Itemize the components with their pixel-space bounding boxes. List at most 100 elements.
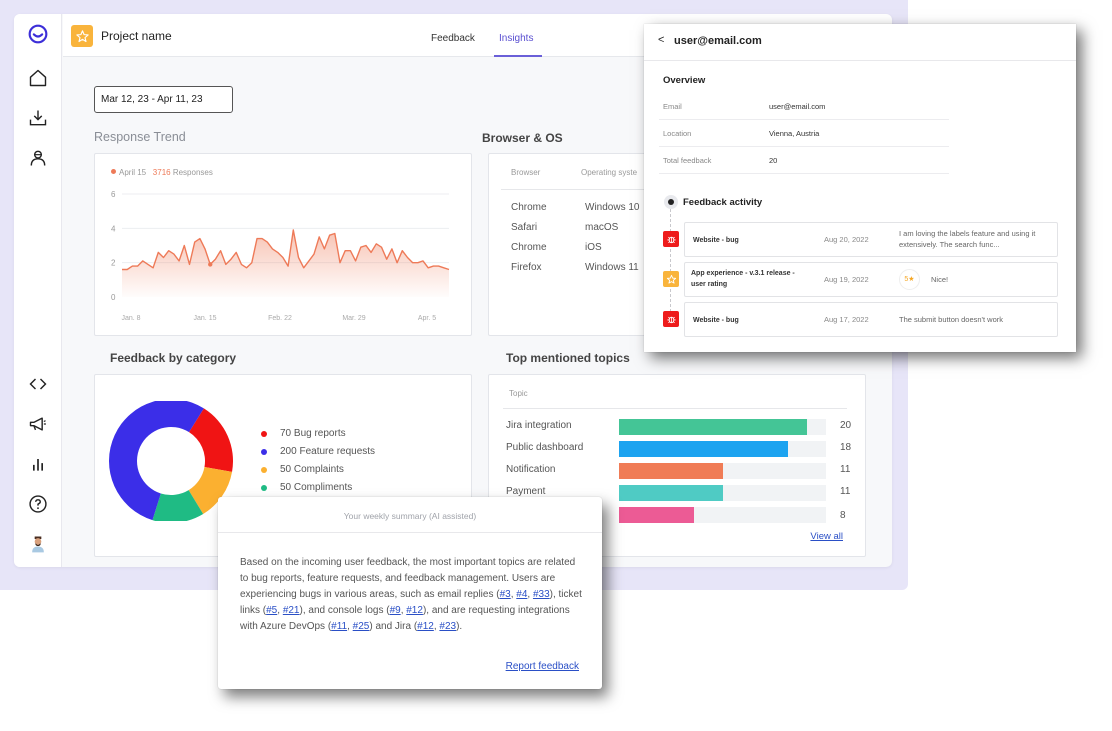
active-tab-indicator	[494, 55, 542, 57]
activity-date: Aug 20, 2022	[824, 235, 869, 244]
overview-row: Location Vienna, Austria	[659, 120, 949, 147]
bar-chart-icon[interactable]	[26, 452, 50, 476]
project-name[interactable]: Project name	[101, 29, 172, 43]
legend-dot	[261, 431, 267, 437]
col-topic: Topic	[509, 389, 528, 398]
os-cell: Windows 10	[585, 202, 640, 213]
report-feedback-link[interactable]: Report feedback	[505, 661, 579, 672]
date-range-input[interactable]: Mar 12, 23 - Apr 11, 23	[94, 86, 233, 113]
topic-bar-track[interactable]	[619, 507, 826, 523]
issue-link[interactable]: #3	[499, 589, 511, 600]
summary-text-part: ,	[510, 589, 517, 600]
issue-link[interactable]: #5	[266, 605, 278, 616]
activity-text: I am loving the labels feature and using…	[899, 229, 1036, 249]
issue-link[interactable]: #11	[331, 621, 348, 632]
star-icon	[663, 271, 679, 287]
feedback-category-title: Feedback by category	[110, 351, 237, 365]
topic-bar-fill	[619, 463, 723, 479]
os-cell: iOS	[585, 242, 602, 253]
user-detail-panel: < user@email.com Overview Email user@emai…	[644, 24, 1076, 352]
activity-title: Website - bug	[693, 237, 739, 244]
tab-feedback[interactable]: Feedback	[431, 33, 475, 44]
legend-dot	[261, 485, 267, 491]
browser-cell: Chrome	[511, 202, 547, 213]
legend-label: 50 Complaints	[280, 464, 344, 475]
browser-os-title: Browser & OS	[482, 131, 563, 145]
project-star-icon	[71, 25, 93, 47]
feedback-activity-item[interactable]: Website - bug Aug 20, 2022 I am loving the…	[684, 222, 1058, 257]
issue-link[interactable]: #21	[282, 605, 300, 616]
summary-text-part: ,	[527, 589, 533, 600]
legend-label: 50 Compliments	[280, 482, 353, 493]
user-icon[interactable]	[26, 146, 50, 170]
topic-count: 18	[840, 442, 852, 453]
activity-timeline-line	[670, 209, 671, 327]
summary-text-part: ,	[433, 621, 440, 632]
response-trend-title: Response Trend	[94, 130, 186, 144]
topic-bar-fill	[619, 419, 807, 435]
svg-text:4: 4	[111, 224, 116, 233]
legend-label: 70 Bug reports	[280, 428, 346, 439]
summary-text-part: ), ticket links (	[240, 589, 582, 616]
activity-date: Aug 19, 2022	[824, 275, 869, 284]
legend-label: 200 Feature requests	[280, 446, 376, 457]
activity-text: The submit button doesn't work	[899, 315, 1003, 324]
feedback-activity-item[interactable]: Website - bug Aug 17, 2022 The submit butt…	[684, 302, 1058, 337]
activity-title: Website - bug	[693, 317, 739, 324]
topic-bar-track[interactable]	[619, 441, 826, 457]
bug-icon	[663, 231, 679, 247]
trend-legend: April 15 3716 Responses	[111, 168, 213, 177]
browser-cell: Safari	[511, 222, 538, 233]
help-icon[interactable]	[26, 492, 50, 516]
overview-title: Overview	[663, 75, 706, 86]
sidebar	[14, 14, 62, 567]
summary-text-part: Based on the incoming user feedback, the…	[240, 557, 576, 600]
topic-bar-track[interactable]	[619, 419, 826, 435]
code-icon[interactable]	[26, 372, 50, 396]
download-icon[interactable]	[26, 106, 50, 130]
rating-badge: 5★	[899, 269, 920, 290]
browser-cell: Chrome	[511, 242, 547, 253]
logo-icon[interactable]	[26, 22, 50, 46]
browser-os-header: Browser Operating syste	[501, 168, 687, 190]
summary-text-part: ,	[347, 621, 353, 632]
topic-bar-track[interactable]	[619, 485, 826, 501]
summary-text: Based on the incoming user feedback, the…	[240, 555, 585, 635]
svg-text:0: 0	[111, 293, 116, 302]
trend-area-chart[interactable]: 0 2 4 6 Jan. 8 Jan. 15 Feb. 22 Mar. 29 Apr. 5	[95, 184, 473, 334]
svg-text:Apr. 5: Apr. 5	[418, 315, 436, 322]
issue-link[interactable]: #4	[516, 589, 528, 600]
topic-bar-fill	[619, 485, 723, 501]
svg-text:Feb. 22: Feb. 22	[268, 315, 292, 322]
activity-date: Aug 17, 2022	[824, 315, 869, 324]
topic-bar-track[interactable]	[619, 463, 826, 479]
issue-link[interactable]: #12	[406, 605, 423, 616]
browser-cell: Firefox	[511, 262, 542, 273]
issue-link[interactable]: #25	[352, 621, 370, 632]
overview-value: 20	[769, 156, 778, 165]
issue-link[interactable]: #9	[389, 605, 401, 616]
back-chevron-icon[interactable]: <	[658, 34, 665, 46]
weekly-summary-card: Your weekly summary (AI assisted) Based …	[218, 497, 602, 689]
os-cell: Windows 11	[585, 262, 639, 273]
category-donut-chart[interactable]	[109, 401, 233, 521]
overview-label: Email	[663, 102, 682, 111]
megaphone-icon[interactable]	[26, 412, 50, 436]
feedback-activity-item[interactable]: App experience - v.3.1 release - user ra…	[684, 262, 1058, 297]
avatar[interactable]	[26, 532, 50, 556]
view-all-link[interactable]: View all	[810, 531, 843, 542]
topic-label: Notification	[506, 464, 556, 475]
home-icon[interactable]	[26, 66, 50, 90]
summary-text-part: ,	[277, 605, 283, 616]
tab-insights[interactable]: Insights	[499, 33, 534, 44]
issue-link[interactable]: #23	[439, 621, 457, 632]
topic-label: Public dashboard	[506, 442, 584, 453]
overview-value: user@email.com	[769, 102, 826, 111]
overview-row: Email user@email.com	[659, 93, 949, 120]
issue-link[interactable]: #12	[417, 621, 434, 632]
activity-text: Nice!	[931, 275, 949, 284]
issue-link[interactable]: #33	[532, 589, 550, 600]
topic-label: Payment	[506, 486, 546, 497]
overview-value: Vienna, Austria	[769, 129, 820, 138]
